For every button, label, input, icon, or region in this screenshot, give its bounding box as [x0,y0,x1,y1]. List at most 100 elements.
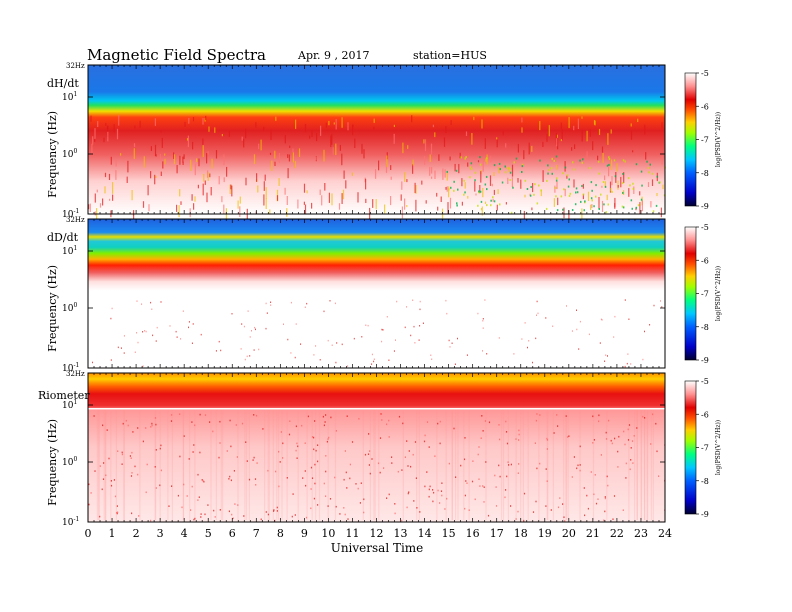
texture-mark [650,443,652,445]
texture-mark [150,146,152,151]
texture-mark [655,204,658,207]
panel-label: Riometer [38,389,90,402]
texture-mark [393,124,395,127]
texture-mark [244,358,246,361]
texture-mark [582,183,584,189]
texture-mark [581,185,583,187]
texture-mark [607,484,609,487]
texture-mark [565,409,567,520]
texture-mark [587,507,589,510]
texture-mark [112,182,114,194]
texture-mark [267,469,269,472]
texture-mark [401,206,403,219]
texture-mark [188,458,190,460]
texture-mark [582,158,584,161]
texture-mark [275,470,277,473]
texture-mark [581,208,583,219]
texture-mark [532,511,535,513]
texture-mark [595,195,597,198]
texture-mark [190,159,192,171]
texture-mark [440,490,443,492]
texture-mark [129,455,131,457]
texture-mark [556,138,558,147]
texture-mark [257,185,259,193]
texture-mark [546,437,548,440]
texture-mark [123,335,125,337]
texture-mark [218,456,220,459]
texture-mark [294,356,296,359]
texture-mark [466,354,468,356]
texture-mark [111,307,113,310]
texture-mark [192,451,194,453]
texture-mark [445,299,447,302]
texture-mark [641,200,643,212]
texture-mark [623,172,625,183]
texture-mark [270,304,272,306]
texture-mark [255,484,257,486]
texture-mark [600,454,602,456]
texture-mark [404,198,406,210]
y-axis-label: Frequency (Hz) [46,419,59,506]
texture-mark [428,488,430,491]
texture-mark [344,450,346,452]
texture-mark [202,117,204,125]
texture-mark [179,455,181,458]
texture-mark [647,409,649,520]
texture-mark [215,150,218,159]
texture-mark [315,449,317,452]
texture-mark [650,201,652,208]
texture-mark [536,413,538,415]
texture-mark [336,342,338,344]
texture-mark [373,360,375,363]
texture-mark [183,154,185,160]
texture-mark [573,456,575,458]
texture-mark [605,431,607,434]
texture-mark [264,409,266,520]
texture-mark [410,465,412,468]
texture-mark [481,206,483,216]
texture-mark [353,337,355,340]
texture-mark [154,409,156,520]
texture-mark [518,433,520,436]
texture-mark [546,439,549,441]
texture-mark [632,182,634,185]
texture-mark [328,192,330,203]
texture-mark [449,156,451,161]
texture-mark [96,409,98,520]
texture-mark [249,336,251,338]
texture-mark [289,420,291,422]
texture-mark [481,119,483,129]
texture-mark [513,353,515,355]
texture-mark [229,419,231,422]
texture-mark [264,174,266,181]
texture-mark [528,340,530,342]
x-tick-label: 22 [610,527,624,540]
texture-mark [455,409,457,520]
texture-mark [455,169,458,172]
texture-mark [393,350,395,352]
texture-mark [99,515,101,518]
texture-mark [102,478,105,480]
texture-mark [607,133,609,145]
texture-mark [245,177,247,186]
texture-mark [563,188,565,191]
y-tick-label: 101 [62,245,77,257]
texture-mark [204,513,206,516]
texture-mark [323,424,325,427]
texture-mark [106,125,109,137]
texture-mark [520,409,522,520]
texture-mark [88,503,90,506]
texture-mark [245,409,248,520]
texture-mark [513,161,515,164]
texture-mark [644,330,645,333]
texture-mark [210,409,212,520]
texture-mark [352,124,354,136]
texture-mark [477,453,479,456]
texture-mark [360,482,362,484]
texture-mark [426,421,429,423]
texture-mark [369,450,371,452]
texture-mark [443,137,446,147]
texture-mark [539,159,541,162]
texture-mark [433,491,435,494]
